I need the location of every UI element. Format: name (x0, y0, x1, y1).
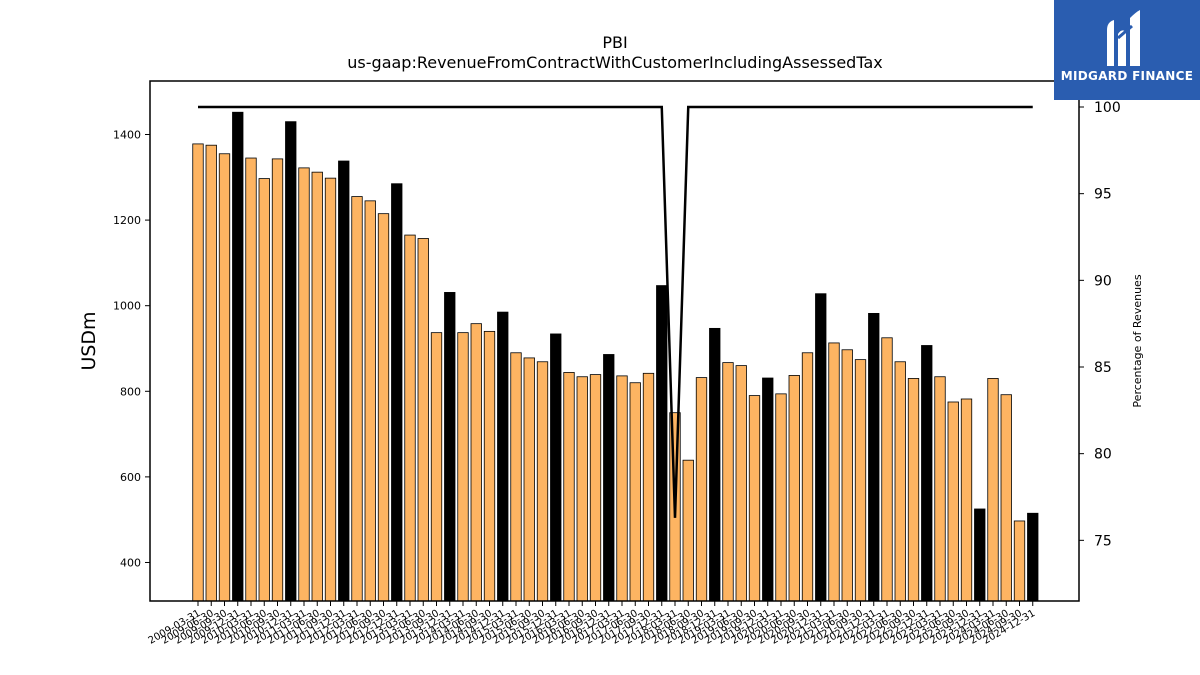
bar-2019-09-30 (748, 395, 761, 602)
bar-series (192, 111, 1039, 602)
plot-frame (149, 80, 1080, 602)
y-tick-label: 1000 (113, 300, 141, 313)
x-axis: 2009-03-312009-06-302009-09-302009-12-31… (147, 601, 1037, 647)
bar-2015-09-30 (536, 361, 549, 602)
logo-text: MIDGARD FINANCE (1060, 69, 1194, 83)
y2-tick-label: 100 (1094, 100, 1121, 116)
bar-2021-12-31 (868, 312, 880, 602)
bar-2013-03-31 (404, 234, 416, 602)
bar-2019-03-31 (722, 362, 734, 602)
bar-2022-06-30 (894, 361, 906, 602)
y-axis-label: USDm (78, 311, 100, 370)
y-tick-label: 600 (120, 471, 141, 484)
y2-axis: 75 80 85 90 95 100 (1079, 100, 1121, 549)
bar-2010-06-30 (258, 178, 270, 602)
bar-2011-12-31 (338, 160, 350, 602)
bar-2016-09-30 (589, 374, 602, 602)
bar-2009-06-30 (205, 144, 217, 602)
percentage-line (198, 105, 1033, 518)
bar-2012-03-31 (351, 196, 363, 602)
bar-2020-03-31 (775, 393, 787, 602)
bar-2023-06-30 (947, 401, 959, 602)
bar-2013-09-30 (430, 332, 443, 602)
bar-2024-09-30 (1013, 520, 1026, 602)
bar-2015-06-30 (523, 357, 535, 602)
bar-2010-12-31 (285, 121, 297, 602)
bar-2014-06-30 (470, 323, 482, 602)
bar-2019-06-30 (735, 365, 747, 602)
bar-2012-09-30 (377, 213, 390, 602)
y2-tick-label: 90 (1094, 273, 1112, 289)
chart-title: PBI (602, 33, 627, 52)
bar-2014-12-31 (497, 311, 509, 602)
bar-2017-12-31 (656, 285, 668, 602)
bar-2016-06-30 (576, 376, 588, 602)
bar-2013-06-30 (417, 238, 429, 602)
bar-2012-12-31 (391, 183, 403, 602)
bar-2017-06-30 (629, 382, 641, 602)
bar-2012-06-30 (364, 200, 376, 602)
bar-2024-06-30 (1000, 394, 1012, 602)
bar-2011-09-30 (324, 177, 337, 602)
y2-tick-label: 85 (1094, 360, 1112, 376)
midgard-finance-logo: MIDGARD FINANCE (1054, 0, 1200, 100)
bar-2018-06-30 (682, 459, 694, 602)
bar-2018-12-31 (709, 327, 721, 602)
bar-2017-03-31 (616, 375, 628, 602)
bar-2016-12-31 (603, 354, 615, 602)
bar-2010-03-31 (245, 157, 257, 602)
bar-2014-03-31 (457, 332, 469, 602)
bar-2016-03-31 (563, 372, 575, 602)
y-tick-label: 800 (120, 385, 141, 398)
y-tick-label: 1400 (113, 128, 141, 141)
y-axis: 400 600 800 1000 1200 1400 (113, 128, 150, 569)
bar-2017-09-30 (642, 372, 655, 602)
bar-2015-12-31 (550, 333, 562, 602)
bar-2020-09-30 (801, 352, 814, 602)
bar-2018-09-30 (695, 377, 708, 602)
bar-2024-12-31 (1027, 512, 1039, 602)
bar-2010-09-30 (271, 158, 284, 602)
bar-2024-03-31 (987, 378, 999, 602)
bar-2014-09-30 (483, 330, 496, 602)
bar-2020-06-30 (788, 375, 800, 602)
y-tick-label: 400 (120, 556, 141, 569)
bar-2022-09-30 (907, 378, 920, 602)
bar-2009-09-30 (218, 153, 231, 602)
chart-subtitle: us-gaap:RevenueFromContractWithCustomerI… (347, 53, 882, 72)
bar-2021-06-30 (841, 349, 853, 602)
y2-tick-label: 80 (1094, 447, 1112, 463)
y2-tick-label: 75 (1094, 533, 1112, 549)
bar-2011-06-30 (311, 171, 323, 602)
bar-2011-03-31 (298, 167, 310, 602)
bar-2023-03-31 (934, 376, 946, 602)
bar-2015-03-31 (510, 352, 522, 602)
bar-2021-03-31 (828, 342, 840, 602)
y-tick-label: 1200 (113, 214, 141, 227)
logo-mark-icon (1107, 10, 1140, 66)
y2-axis-label: Percentage of Revenues (1131, 274, 1144, 407)
bar-2009-12-31 (232, 111, 244, 602)
bar-2022-12-31 (921, 345, 933, 602)
bar-2019-12-31 (762, 377, 774, 602)
bar-2021-09-30 (854, 359, 867, 602)
bar-2023-09-30 (960, 398, 973, 602)
y2-tick-label: 95 (1094, 187, 1112, 203)
bar-2020-12-31 (815, 293, 827, 602)
bar-2023-12-31 (974, 508, 986, 602)
bar-2022-03-31 (881, 337, 893, 602)
bar-2009-03-31 (192, 143, 204, 602)
bar-2013-12-31 (444, 292, 456, 602)
